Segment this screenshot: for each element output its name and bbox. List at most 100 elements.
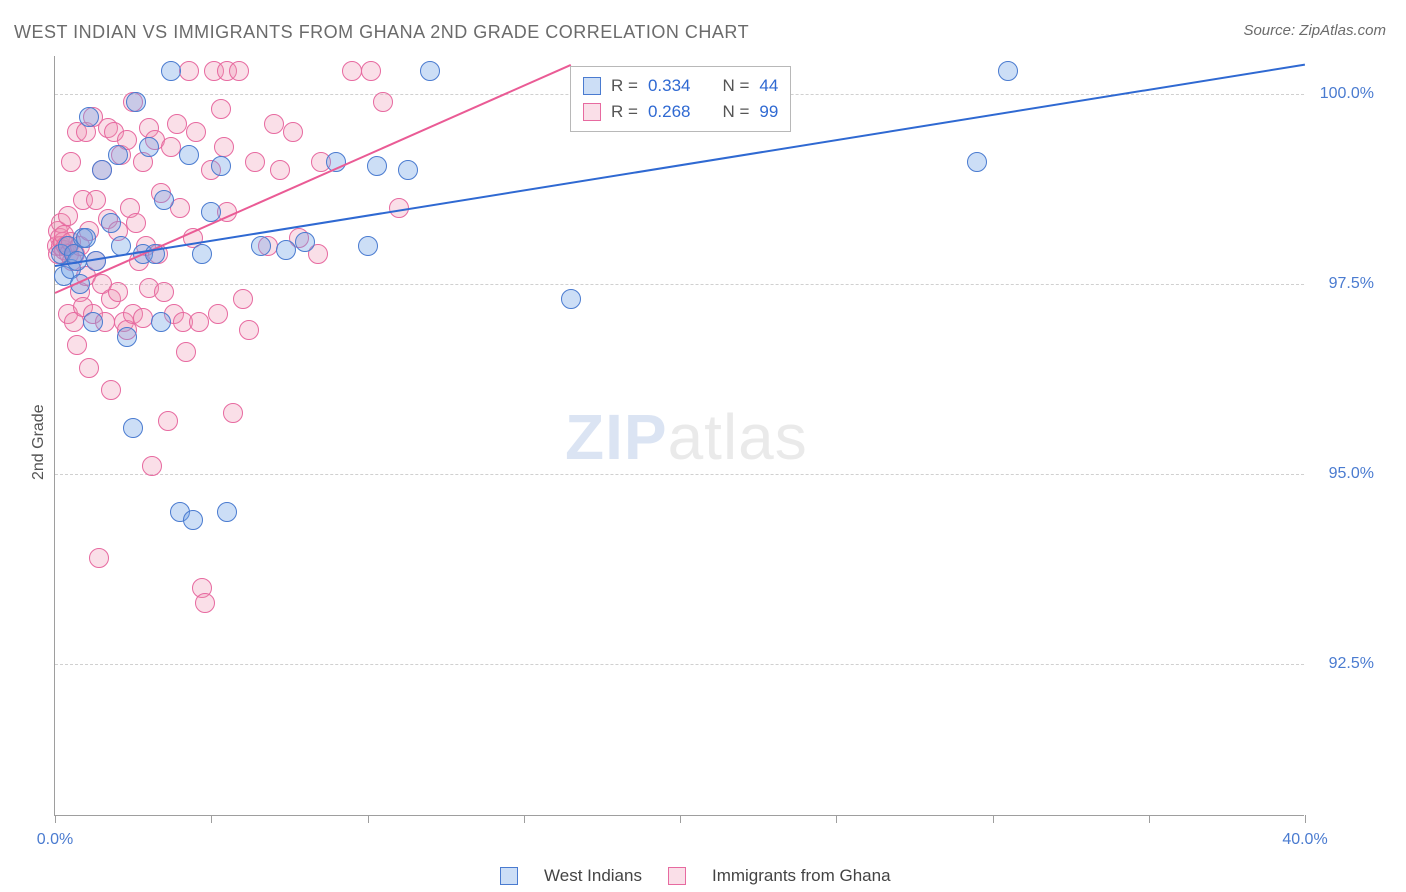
data-point <box>151 312 171 332</box>
xtick <box>211 815 212 823</box>
data-point <box>211 99 231 119</box>
data-point <box>195 593 215 613</box>
n-label: N = <box>722 99 749 125</box>
data-point <box>270 160 290 180</box>
data-point <box>83 312 103 332</box>
r-label: R = <box>611 99 638 125</box>
data-point <box>208 304 228 324</box>
data-point <box>133 308 153 328</box>
data-point <box>233 289 253 309</box>
data-point <box>79 107 99 127</box>
data-point <box>139 137 159 157</box>
legend-swatch-pink-icon <box>668 867 686 885</box>
data-point <box>186 122 206 142</box>
y-axis-label: 2nd Grade <box>30 404 48 480</box>
data-point <box>86 190 106 210</box>
data-point <box>239 320 259 340</box>
xtick <box>524 815 525 823</box>
xtick <box>1305 815 1306 823</box>
r-value-pink: 0.268 <box>648 99 691 125</box>
data-point <box>373 92 393 112</box>
ytick-label: 92.5% <box>1329 655 1374 673</box>
data-point <box>154 282 174 302</box>
data-point <box>79 358 99 378</box>
chart-source: Source: ZipAtlas.com <box>1243 22 1386 39</box>
ytick-label: 97.5% <box>1329 275 1374 293</box>
data-point <box>398 160 418 180</box>
n-label: N = <box>722 73 749 99</box>
data-point <box>161 61 181 81</box>
data-point <box>367 156 387 176</box>
ytick-label: 95.0% <box>1329 465 1374 483</box>
n-value-pink: 99 <box>759 99 778 125</box>
swatch-blue-icon <box>583 77 601 95</box>
n-value-blue: 44 <box>759 73 778 99</box>
xtick <box>1149 815 1150 823</box>
data-point <box>176 342 196 362</box>
data-point <box>295 232 315 252</box>
data-point <box>126 92 146 112</box>
data-point <box>183 510 203 530</box>
plot-area: 92.5%95.0%97.5%100.0%0.0%40.0% <box>54 56 1304 816</box>
ytick-label: 100.0% <box>1320 85 1374 103</box>
data-point <box>264 114 284 134</box>
legend-label-blue: West Indians <box>544 866 642 886</box>
xtick-label: 0.0% <box>37 831 73 849</box>
data-point <box>217 502 237 522</box>
r-value-blue: 0.334 <box>648 73 691 99</box>
data-point <box>101 380 121 400</box>
swatch-pink-icon <box>583 103 601 121</box>
data-point <box>58 206 78 226</box>
correlation-chart: WEST INDIAN VS IMMIGRANTS FROM GHANA 2ND… <box>0 0 1406 892</box>
data-point <box>211 156 231 176</box>
data-point <box>123 418 143 438</box>
data-point <box>192 244 212 264</box>
xtick <box>680 815 681 823</box>
gridline <box>55 664 1304 665</box>
data-point <box>158 411 178 431</box>
r-label: R = <box>611 73 638 99</box>
legend-label-pink: Immigrants from Ghana <box>712 866 891 886</box>
xtick-label: 40.0% <box>1282 831 1327 849</box>
gridline <box>55 474 1304 475</box>
chart-title: WEST INDIAN VS IMMIGRANTS FROM GHANA 2ND… <box>14 22 749 43</box>
gridline <box>55 284 1304 285</box>
data-point <box>189 312 209 332</box>
data-point <box>126 213 146 233</box>
stats-row-blue: R = 0.334 N = 44 <box>583 73 778 99</box>
data-point <box>101 213 121 233</box>
data-point <box>420 61 440 81</box>
bottom-legend: West Indians Immigrants from Ghana <box>500 866 891 886</box>
legend-swatch-blue-icon <box>500 867 518 885</box>
data-point <box>251 236 271 256</box>
xtick <box>836 815 837 823</box>
data-point <box>117 327 137 347</box>
data-point <box>245 152 265 172</box>
data-point <box>276 240 296 260</box>
data-point <box>214 137 234 157</box>
data-point <box>179 61 199 81</box>
data-point <box>998 61 1018 81</box>
data-point <box>229 61 249 81</box>
stats-box: R = 0.334 N = 44 R = 0.268 N = 99 <box>570 66 791 132</box>
stats-row-pink: R = 0.268 N = 99 <box>583 99 778 125</box>
data-point <box>76 228 96 248</box>
data-point <box>89 548 109 568</box>
data-point <box>161 137 181 157</box>
data-point <box>92 160 112 180</box>
xtick <box>368 815 369 823</box>
data-point <box>61 152 81 172</box>
data-point <box>179 145 199 165</box>
data-point <box>283 122 303 142</box>
data-point <box>108 282 128 302</box>
data-point <box>142 456 162 476</box>
data-point <box>342 61 362 81</box>
data-point <box>967 152 987 172</box>
data-point <box>358 236 378 256</box>
data-point <box>67 335 87 355</box>
data-point <box>561 289 581 309</box>
data-point <box>154 190 174 210</box>
data-point <box>361 61 381 81</box>
data-point <box>223 403 243 423</box>
data-point <box>167 114 187 134</box>
